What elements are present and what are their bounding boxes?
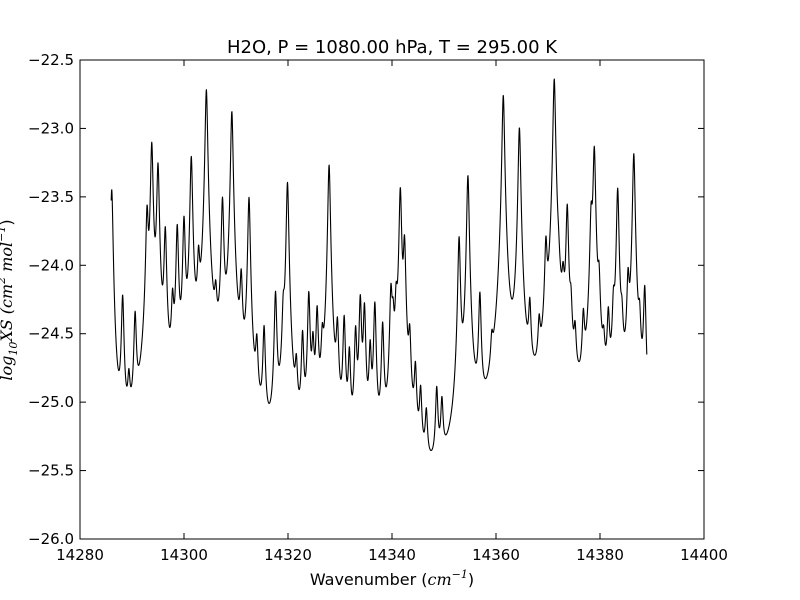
x-tick-label: 14340 [368,546,416,564]
x-tick-label: 14400 [680,546,728,564]
x-tick-label: 14320 [264,546,312,564]
chart-title: H2O, P = 1080.00 hPa, T = 295.00 K [227,37,558,58]
x-tick-label: 14360 [472,546,520,564]
y-tick-label: −25.0 [28,393,74,411]
x-tick-label: 14380 [576,546,624,564]
y-tick-label: −23.5 [28,188,74,206]
x-tick-label: 14280 [56,546,104,564]
axis-ticks: 14280 14300 14320 14340 14360 14380 14400 −26.0… [28,51,728,564]
y-tick-label: −25.5 [28,462,74,480]
y-tick-label: −22.5 [28,51,74,69]
y-tick-label: −26.0 [28,530,74,548]
y-tick-label: −24.0 [28,256,74,274]
y-tick-label: −24.5 [28,325,74,343]
x-tick-label: 14300 [160,546,208,564]
y-axis-label: log10XS (cm2 mol−1) [0,219,20,380]
spectrum-line [110,78,648,452]
y-tick-label: −23.0 [28,119,74,137]
plot-area [110,78,648,452]
x-axis-label: Wavenumber (cm−1) [310,568,474,589]
